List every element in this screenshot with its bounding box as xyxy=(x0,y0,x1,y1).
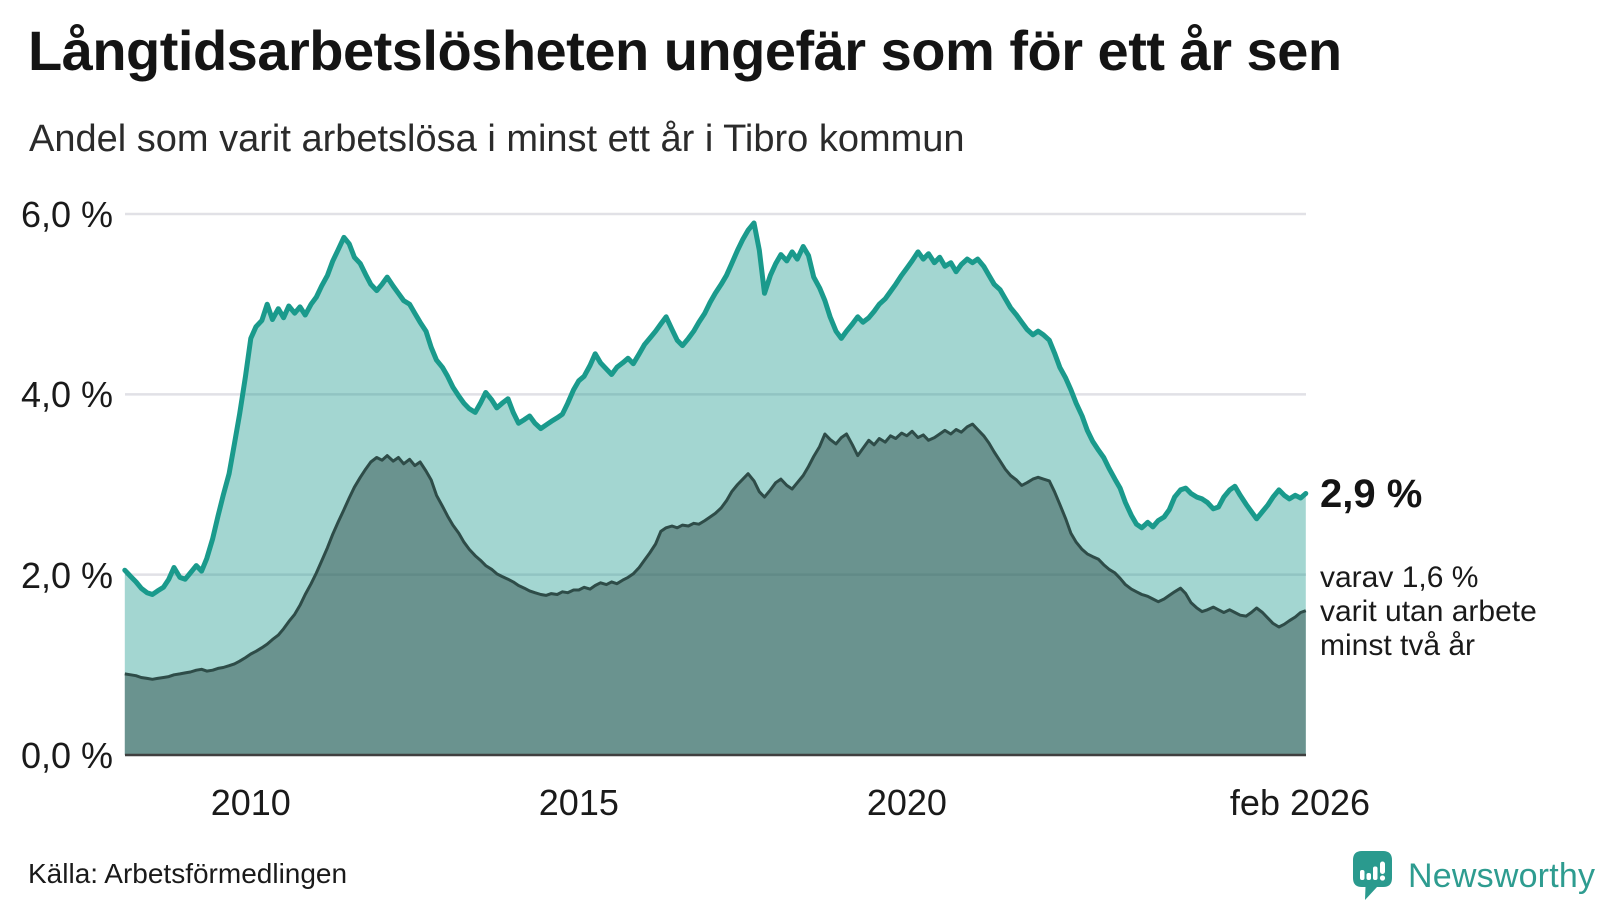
source-note: Källa: Arbetsförmedlingen xyxy=(28,858,348,889)
newsworthy-bubble-icon xyxy=(1353,851,1392,900)
series-one-year-area xyxy=(124,223,1306,755)
brand-logo: Newsworthy xyxy=(1352,850,1595,902)
annotation-two-year-line3: minst två år xyxy=(1320,629,1476,662)
series-two-year-line xyxy=(124,422,1307,681)
annotation-two-year-line1: varav 1,6 % xyxy=(1320,561,1479,594)
series-two-year-area xyxy=(124,424,1306,755)
series-one-year-line xyxy=(122,220,1309,597)
x-axis-tick-label: 2010 xyxy=(210,782,291,823)
brand-name: Newsworthy xyxy=(1408,856,1596,895)
annotation-latest-value: 2,9 % xyxy=(1320,472,1423,516)
x-axis-tick-label: 2020 xyxy=(866,782,947,823)
annotation-two-year: varav 1,6 % varit utan arbete minst två … xyxy=(1320,561,1537,663)
y-axis-tick-label: 0,0 % xyxy=(20,735,113,776)
chart-subtitle: Andel som varit arbetslösa i minst ett å… xyxy=(29,118,965,160)
page-title: Långtidsarbetslösheten ungefär som för e… xyxy=(28,19,1342,82)
annotation-two-year-line2: varit utan arbete xyxy=(1320,595,1537,628)
x-axis-tick-label: 2015 xyxy=(538,782,619,823)
y-axis-tick-label: 4,0 % xyxy=(20,374,113,416)
y-axis-tick-label: 6,0 % xyxy=(20,194,113,235)
x-axis-tick-label: feb 2026 xyxy=(1229,782,1371,823)
y-axis-tick-label: 2,0 % xyxy=(20,554,113,596)
